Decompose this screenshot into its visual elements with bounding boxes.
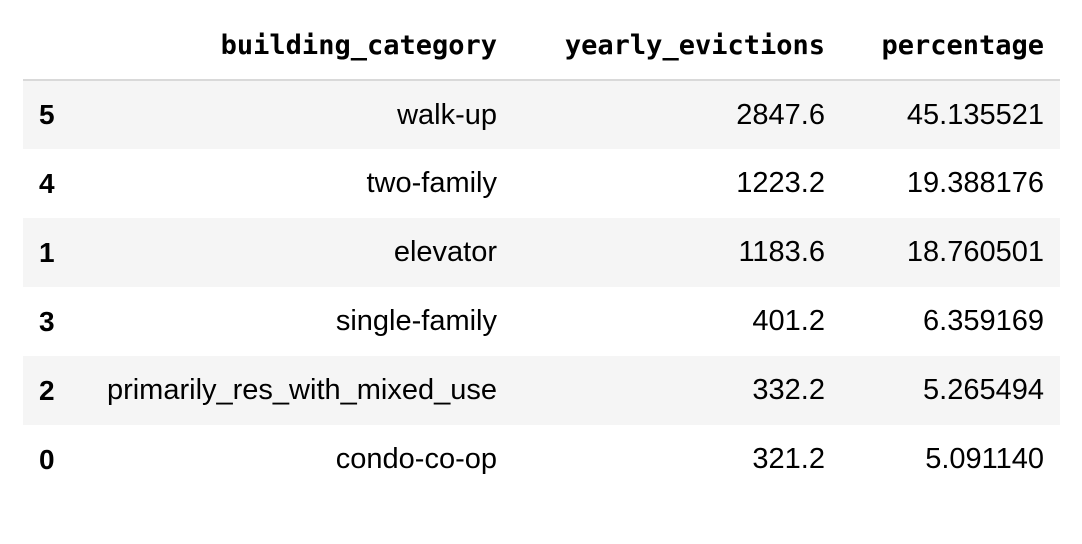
table-row: 1 elevator 1183.6 18.760501 [23,218,1060,287]
header-yearly-evictions: yearly_evictions [513,11,841,81]
table-header: building_category yearly_evictions perce… [23,11,1060,81]
cell-percentage: 5.265494 [923,374,1044,406]
header-percentage: percentage [841,11,1060,81]
cell-percentage: 19.388176 [906,167,1044,199]
cell-yearly-evictions: 401.2 [752,305,825,337]
cell-building-category: single-family [335,305,497,337]
table-row: 4 two-family 1223.2 19.388176 [23,149,1060,218]
header-index [23,11,81,81]
cell-yearly-evictions: 1223.2 [736,167,825,199]
table-row: 5 walk-up 2847.6 45.135521 [23,80,1060,149]
row-index: 2 [39,374,55,406]
row-index: 1 [39,236,55,268]
cell-building-category: walk-up [397,98,497,131]
cell-percentage: 5.091140 [925,443,1044,475]
row-index: 4 [39,167,55,199]
cell-percentage: 6.359169 [923,305,1044,337]
table-body: 5 walk-up 2847.6 45.135521 4 two-family … [23,80,1060,494]
cell-building-category: elevator [393,236,497,268]
dataframe-table: building_category yearly_evictions perce… [23,11,1060,494]
cell-yearly-evictions: 1183.6 [738,236,825,268]
cell-percentage: 18.760501 [906,236,1044,268]
header-building-category: building_category [81,11,513,81]
cell-yearly-evictions: 332.2 [752,374,825,406]
cell-percentage: 45.135521 [906,98,1044,131]
table-row: 2 primarily_res_with_mixed_use 332.2 5.2… [23,356,1060,425]
table-row: 3 single-family 401.2 6.359169 [23,287,1060,356]
dataframe-output: building_category yearly_evictions perce… [23,11,1060,494]
row-index: 0 [39,443,55,475]
cell-yearly-evictions: 321.2 [752,443,825,475]
row-index: 3 [39,305,55,337]
row-index: 5 [39,99,55,130]
table-row: 0 condo-co-op 321.2 5.091140 [23,425,1060,494]
cell-building-category: condo-co-op [335,443,497,475]
cell-building-category: primarily_res_with_mixed_use [106,374,497,406]
cell-building-category: two-family [366,167,497,199]
cell-yearly-evictions: 2847.6 [736,98,825,131]
header-row: building_category yearly_evictions perce… [23,11,1060,81]
